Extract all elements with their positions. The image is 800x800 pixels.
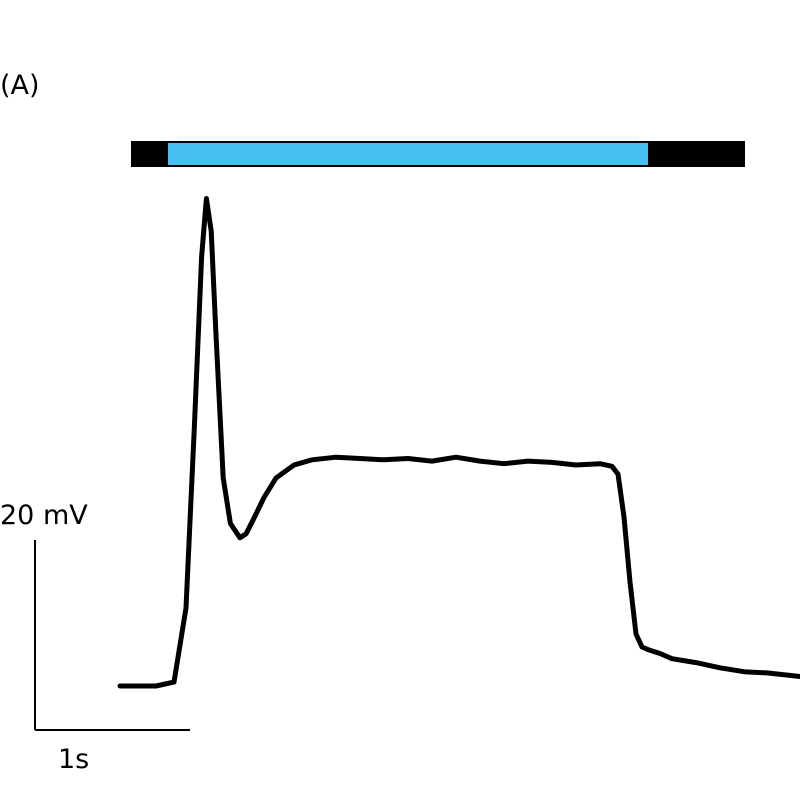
panel-label: (A) bbox=[0, 70, 40, 101]
stimulus-bar-outline bbox=[131, 141, 745, 167]
scale-bar-y-label: 20 mV bbox=[0, 500, 88, 531]
stimulus-segment-off-0 bbox=[132, 142, 168, 166]
stimulus-segment-on-1 bbox=[168, 142, 648, 166]
scale-bar bbox=[34, 540, 190, 731]
trace-line-0 bbox=[117, 196, 800, 689]
stimulus-segment-off-2 bbox=[648, 142, 744, 166]
light-stimulus-bar bbox=[131, 141, 745, 167]
membrane-potential-trace bbox=[117, 196, 800, 689]
scale-bar-x-label: 1s bbox=[58, 744, 90, 775]
